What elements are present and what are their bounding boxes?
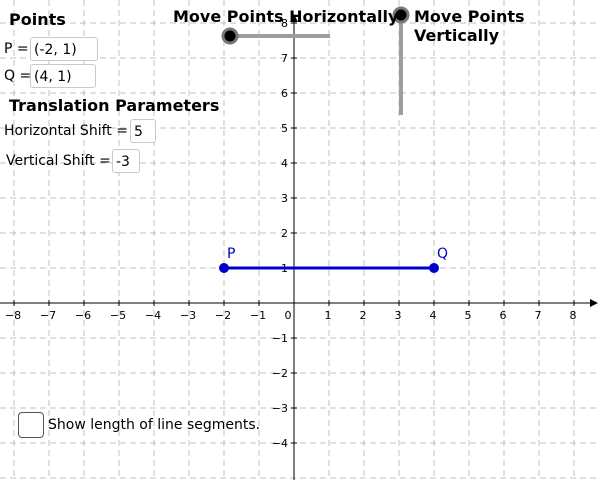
axis-ticks [13, 22, 575, 444]
y-tick-label: 7 [281, 52, 288, 65]
x-tick-label: 3 [395, 309, 402, 322]
x-tick-label: 0 [285, 309, 292, 322]
x-tick-label: 8 [570, 309, 577, 322]
x-tick-label: −3 [180, 309, 196, 322]
show-length-label[interactable]: Show length of line segments. [48, 417, 261, 433]
x-tick-label: 1 [325, 309, 332, 322]
horizontal-slider-handle[interactable] [221, 27, 239, 45]
x-axis-arrow [590, 299, 598, 307]
y-tick-label: 3 [281, 192, 288, 205]
points-title: Points [9, 10, 66, 29]
vertical-slider-label: Move Points Vertically [414, 7, 525, 45]
vertical-shift-input[interactable]: -3 [112, 149, 140, 173]
horizontal-slider-label: Move Points Horizontally [173, 7, 399, 26]
horizontal-shift-label: Horizontal Shift = [4, 123, 128, 139]
x-tick-label: 6 [500, 309, 507, 322]
x-tick-label: 2 [360, 309, 367, 322]
vertical-shift-label: Vertical Shift = [6, 153, 111, 169]
axes [0, 14, 598, 480]
point-q-label: Q [437, 246, 448, 262]
point-p[interactable] [219, 263, 229, 273]
x-tick-label: 7 [535, 309, 542, 322]
point-p-input[interactable]: (-2, 1) [30, 37, 98, 61]
y-tick-label: −3 [272, 402, 288, 415]
y-tick-label: 4 [281, 157, 288, 170]
y-tick-label: −4 [272, 437, 288, 450]
point-q-input[interactable]: (4, 1) [30, 64, 96, 88]
show-length-checkbox[interactable] [18, 412, 44, 438]
y-axis-arrow [290, 14, 298, 22]
y-tick-label: −2 [272, 367, 288, 380]
x-tick-label: −1 [250, 309, 266, 322]
x-tick-label: −6 [75, 309, 91, 322]
point-q[interactable] [429, 263, 439, 273]
point-p-label: P [227, 246, 235, 262]
translation-title: Translation Parameters [9, 96, 220, 115]
x-tick-label: −5 [110, 309, 126, 322]
horizontal-shift-input[interactable]: 5 [130, 119, 156, 143]
vertical-slider-handle[interactable] [392, 6, 410, 24]
x-tick-label: −8 [5, 309, 21, 322]
y-tick-label: 5 [281, 122, 288, 135]
y-tick-label: 2 [281, 227, 288, 240]
x-tick-label: 4 [430, 309, 437, 322]
point-q-label: Q = [4, 68, 32, 84]
y-tick-label: 8 [281, 17, 288, 30]
point-p-label: P = [4, 41, 29, 57]
x-tick-label: −7 [40, 309, 56, 322]
y-tick-label: 6 [281, 87, 288, 100]
x-tick-label: −2 [215, 309, 231, 322]
y-tick-label: −1 [272, 332, 288, 345]
x-tick-label: 5 [465, 309, 472, 322]
x-tick-label: −4 [145, 309, 161, 322]
